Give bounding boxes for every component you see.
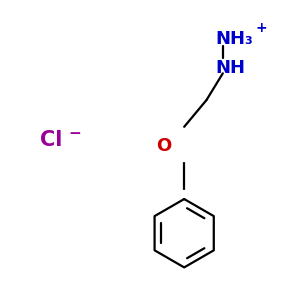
Text: NH₃: NH₃	[215, 29, 253, 47]
Text: O: O	[156, 136, 171, 154]
Text: Cl: Cl	[40, 130, 62, 150]
Text: −: −	[68, 126, 81, 141]
Text: +: +	[256, 21, 267, 35]
Text: NH: NH	[215, 59, 245, 77]
